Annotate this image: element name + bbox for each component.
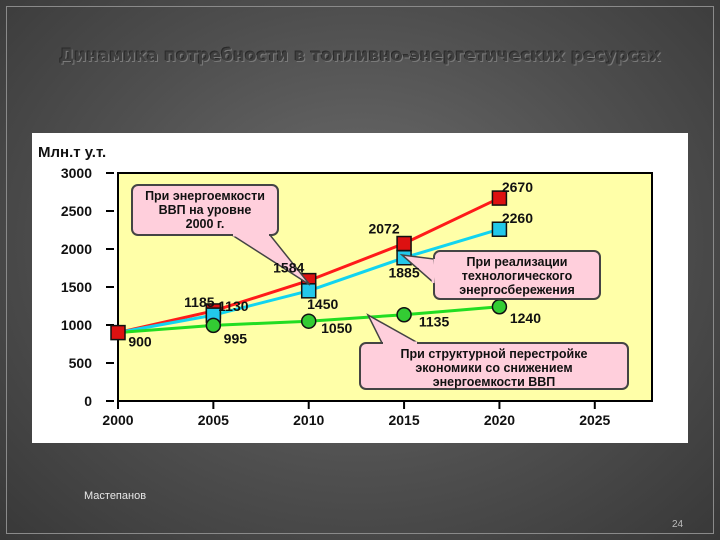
callout-box [131, 184, 279, 236]
data-point-2 [396, 306, 412, 323]
x-tick-label: 2005 [198, 412, 229, 428]
data-label: 1885 [388, 265, 419, 281]
y-tick-label: 2000 [61, 241, 92, 257]
data-label: 2072 [368, 221, 399, 237]
data-label: 1240 [510, 310, 541, 326]
frame-line-bottom [6, 533, 714, 534]
data-label: 1584 [273, 260, 304, 276]
callout-text: технологического [462, 269, 573, 283]
frame-line-right [713, 6, 714, 534]
data-point-2 [491, 299, 508, 315]
data-point-1 [491, 221, 508, 237]
callout-text: 2000 г. [186, 217, 225, 231]
y-tick-label: 1500 [61, 279, 92, 295]
y-tick-label: 2500 [61, 203, 92, 219]
callout-text: При энергоемкости [145, 189, 265, 203]
x-tick-label: 2000 [102, 412, 133, 428]
y-tick-label: 500 [69, 355, 93, 371]
data-label: 2670 [502, 179, 533, 195]
chart: Млн.т у.т. 0 500 1000 1500 2000 2500 3000 2000… [38, 144, 653, 428]
data-point-2 [205, 317, 222, 334]
data-label: 1050 [321, 320, 352, 336]
callout-text: экономики со снижением [415, 361, 572, 375]
data-label: 995 [224, 330, 248, 346]
data-point-0 [396, 235, 412, 252]
page-number: 24 [672, 519, 684, 530]
y-tick-label: 3000 [61, 165, 92, 181]
data-label: 1450 [307, 296, 338, 312]
y-tick-label: 1000 [61, 317, 92, 333]
data-point-0 [491, 190, 508, 206]
callout-text: При структурной перестройке [401, 347, 588, 361]
author-name: Мастепанов [84, 490, 147, 502]
y-axis-label: Млн.т у.т. [38, 144, 106, 161]
callout-text: ВВП на уровне [159, 203, 252, 217]
data-label: 900 [128, 334, 152, 350]
data-label: 1135 [419, 314, 450, 330]
y-tick-label: 0 [84, 393, 92, 409]
data-label: 1130 [218, 298, 249, 314]
slide-title: Динамика потребности в топливно-энергети… [59, 46, 661, 66]
callout-text: При реализации [467, 255, 568, 269]
data-point-2 [300, 313, 317, 329]
callout-box [359, 342, 629, 390]
frame-line-top [6, 6, 714, 7]
x-tick-label: 2015 [388, 412, 419, 428]
callout-text: энергосбережения [459, 283, 575, 297]
data-label: 1185 [184, 294, 215, 310]
x-tick-label: 2025 [579, 412, 610, 428]
chart-panel: Млн.т у.т. 0 500 1000 1500 2000 2500 3000 2000… [32, 133, 688, 443]
data-label: 2260 [502, 210, 533, 226]
data-point-0 [110, 324, 126, 341]
callout-text: энергоемкости ВВП [433, 375, 556, 389]
x-tick-label: 2010 [293, 412, 324, 428]
frame-line-left [6, 6, 7, 534]
x-tick-label: 2020 [484, 412, 515, 428]
callout-joint [431, 258, 437, 284]
